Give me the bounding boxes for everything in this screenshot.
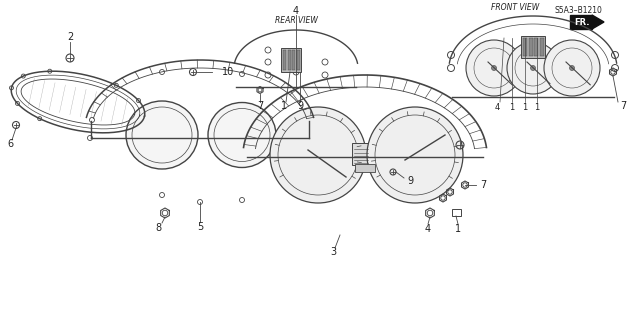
- Text: 7: 7: [257, 101, 263, 111]
- Bar: [523, 38, 527, 56]
- Text: FR.: FR.: [574, 18, 589, 27]
- Text: 9: 9: [407, 176, 413, 186]
- Text: 9: 9: [297, 101, 303, 111]
- Text: 1: 1: [534, 102, 540, 111]
- Circle shape: [367, 107, 463, 203]
- Bar: [529, 38, 532, 56]
- Circle shape: [531, 66, 536, 70]
- Bar: [352, 143, 370, 165]
- Ellipse shape: [208, 102, 276, 167]
- Circle shape: [544, 40, 600, 96]
- Text: 2: 2: [67, 32, 73, 42]
- Text: REAR VIEW: REAR VIEW: [275, 15, 317, 25]
- Circle shape: [239, 197, 244, 203]
- Text: S5A3–B1210: S5A3–B1210: [554, 5, 602, 14]
- Circle shape: [115, 83, 118, 87]
- Bar: [534, 38, 538, 56]
- Text: 3: 3: [330, 247, 336, 257]
- Text: 4: 4: [293, 6, 299, 16]
- Circle shape: [492, 66, 497, 70]
- Bar: [283, 50, 286, 70]
- Circle shape: [466, 40, 522, 96]
- Text: 4: 4: [425, 224, 431, 234]
- Circle shape: [48, 69, 52, 73]
- Circle shape: [270, 107, 366, 203]
- Bar: [287, 50, 291, 70]
- Bar: [521, 36, 545, 58]
- Text: 6: 6: [7, 139, 13, 149]
- Circle shape: [38, 117, 42, 121]
- Text: FRONT VIEW: FRONT VIEW: [491, 3, 539, 12]
- Bar: [540, 38, 543, 56]
- Text: 1: 1: [455, 224, 461, 234]
- Circle shape: [10, 86, 13, 90]
- Text: 1: 1: [522, 102, 527, 111]
- Circle shape: [21, 74, 26, 78]
- Circle shape: [305, 117, 310, 123]
- Circle shape: [570, 66, 575, 70]
- Text: 1: 1: [281, 101, 287, 111]
- Text: 1: 1: [509, 102, 515, 111]
- Circle shape: [159, 69, 164, 75]
- Bar: [281, 48, 301, 72]
- Bar: [292, 50, 295, 70]
- Circle shape: [15, 101, 19, 106]
- Text: 5: 5: [197, 222, 203, 232]
- Ellipse shape: [126, 101, 198, 169]
- Circle shape: [507, 42, 559, 94]
- Polygon shape: [592, 15, 604, 29]
- Text: 4: 4: [494, 102, 500, 111]
- Circle shape: [198, 199, 202, 204]
- Circle shape: [239, 71, 244, 76]
- Circle shape: [136, 99, 141, 102]
- FancyBboxPatch shape: [570, 15, 592, 29]
- Bar: [296, 50, 300, 70]
- Text: 10: 10: [222, 67, 234, 77]
- Circle shape: [88, 135, 93, 140]
- Circle shape: [159, 193, 164, 197]
- Bar: [355, 164, 375, 172]
- Circle shape: [305, 132, 310, 138]
- Text: 7: 7: [620, 101, 627, 111]
- Bar: [451, 209, 461, 215]
- Circle shape: [90, 117, 95, 123]
- Text: 8: 8: [155, 223, 161, 233]
- Text: 7: 7: [480, 180, 486, 190]
- Circle shape: [143, 114, 147, 118]
